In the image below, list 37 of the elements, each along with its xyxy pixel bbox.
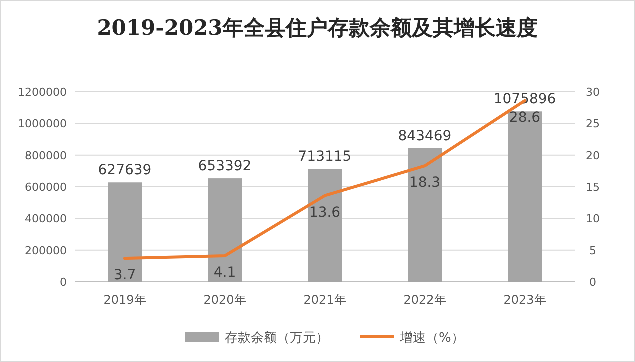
data-label: 843469 <box>398 128 452 144</box>
y2-tick-label: 25 <box>586 118 600 131</box>
legend-label: 增速（%） <box>399 331 464 346</box>
y-tick-label: 800000 <box>25 149 67 162</box>
y2-tick-label: 10 <box>586 212 600 226</box>
y-tick-label: 600000 <box>25 181 67 194</box>
data-label: 13.6 <box>309 204 341 221</box>
y2-tick-label: 30 <box>586 86 600 99</box>
data-label: 3.7 <box>114 268 136 284</box>
data-label: 4.1 <box>214 265 236 282</box>
bar <box>308 169 342 282</box>
x-tick-label: 2022年 <box>404 293 446 307</box>
x-tick-label: 2019年 <box>104 293 146 307</box>
bar <box>408 148 442 282</box>
y2-tick-label: 15 <box>586 181 600 194</box>
data-label: 28.6 <box>509 110 541 126</box>
y-tick-label: 1200000 <box>18 86 67 99</box>
x-tick-label: 2021年 <box>304 293 346 307</box>
y2-tick-label: 20 <box>586 149 600 162</box>
legend-label: 存款余额（万元） <box>225 331 329 346</box>
data-label: 713115 <box>298 149 352 166</box>
bar <box>108 182 142 282</box>
data-label: 627639 <box>98 162 152 179</box>
x-tick-label: 2020年 <box>204 293 246 307</box>
chart-title: 2019-2023年全县住户存款余额及其增长速度 <box>97 15 538 40</box>
y2-tick-label: 0 <box>590 276 596 289</box>
y2-tick-label: 5 <box>590 244 596 258</box>
bar <box>508 112 542 282</box>
bar <box>208 178 242 282</box>
y-tick-label: 400000 <box>25 212 67 226</box>
y-tick-label: 1000000 <box>18 118 67 131</box>
data-label: 1075896 <box>494 92 556 108</box>
y-tick-label: 0 <box>60 276 67 289</box>
data-label: 653392 <box>198 158 252 175</box>
data-label: 18.3 <box>409 175 441 192</box>
x-tick-label: 2023年 <box>504 293 546 307</box>
y-tick-label: 200000 <box>25 244 67 258</box>
